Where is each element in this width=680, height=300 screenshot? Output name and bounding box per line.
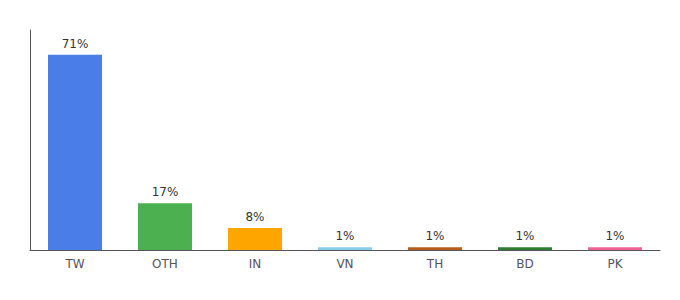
svg-text:IN: IN — [249, 257, 262, 271]
svg-text:1%: 1% — [335, 229, 354, 243]
svg-text:71%: 71% — [62, 37, 89, 51]
svg-text:OTH: OTH — [152, 257, 178, 271]
svg-text:TH: TH — [426, 257, 443, 271]
svg-text:8%: 8% — [245, 210, 264, 224]
svg-text:1%: 1% — [605, 229, 624, 243]
svg-text:VN: VN — [336, 257, 353, 271]
svg-text:17%: 17% — [152, 185, 179, 199]
svg-text:1%: 1% — [515, 229, 534, 243]
svg-text:PK: PK — [607, 257, 623, 271]
svg-text:1%: 1% — [425, 229, 444, 243]
svg-text:BD: BD — [516, 257, 533, 271]
svg-text:TW: TW — [64, 257, 84, 271]
